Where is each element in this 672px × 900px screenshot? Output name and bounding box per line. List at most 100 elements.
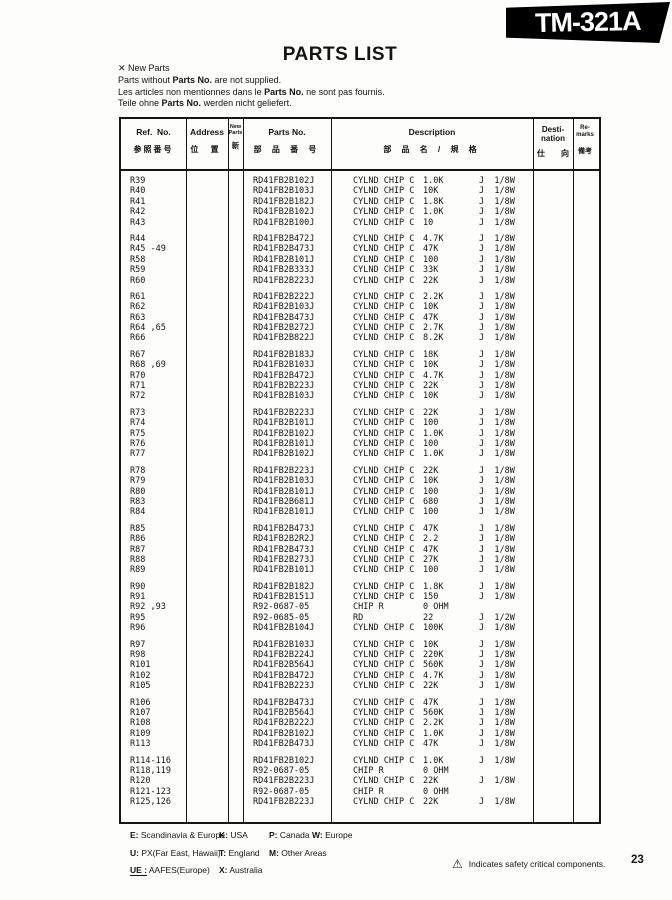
part-name: CYLND CHIP C — [353, 360, 415, 371]
part-name: CYLND CHIP C — [353, 349, 415, 360]
table-row: R59 RD41FB2B333J CYLND CHIP C 33K J 1/8W — [121, 265, 599, 275]
table-row: R43 RD41FB2B100J CYLND CHIP C 10 J 1/8W — [121, 218, 599, 228]
part-rating: J 1/8W — [479, 418, 515, 429]
description: CYLND CHIP C 4.7K J 1/8W — [353, 234, 515, 244]
description: CYLND CHIP C 2.2K J 1/8W — [353, 292, 515, 302]
part-value: 22K — [423, 381, 439, 392]
description: CYLND CHIP C 10K J 1/8W — [353, 391, 515, 401]
destination-legend: E: Scandinavia & Europe K: USA P: Canada W:… — [120, 830, 440, 883]
description: CYLND CHIP C 4.7K J 1/8W — [353, 371, 515, 381]
ref-no: R125,126 — [130, 797, 171, 808]
ref-no: R79 — [130, 476, 146, 487]
part-name: CYLND CHIP C — [353, 438, 415, 449]
description: CYLND CHIP C 1.0K J 1/8W — [353, 429, 515, 439]
part-rating: J 1/8W — [479, 465, 515, 476]
description: CYLND CHIP C 47K J 1/8W — [353, 313, 515, 323]
description: CYLND CHIP C 1.0K J 1/8W — [353, 176, 515, 186]
part-name: CYLND CHIP C — [353, 465, 415, 476]
ref-no: R68 ,69 — [130, 360, 166, 371]
table-row: R73 RD41FB2B223J CYLND CHIP C 22K J 1/8W — [121, 408, 599, 418]
ref-no: R113 — [130, 739, 151, 750]
part-value: 47K — [423, 244, 439, 255]
ref-no: R85 — [130, 523, 146, 534]
ref-no: R95 — [130, 612, 146, 623]
description: CYLND CHIP C 560K J 1/8W — [353, 660, 515, 670]
parts-no: RD41FB2B223J — [253, 681, 315, 692]
part-value: 22K — [423, 681, 439, 692]
description: CYLND CHIP C 1.0K J 1/8W — [353, 756, 515, 766]
table-row: R62 RD41FB2B103J CYLND CHIP C 10K J 1/8W — [121, 302, 599, 312]
column-divider — [186, 119, 187, 822]
part-rating: J 1/8W — [479, 186, 515, 197]
row-group: R61 RD41FB2B222J CYLND CHIP C 2.2K J 1/8W R62… — [121, 292, 599, 344]
description: CYLND CHIP C 10K J 1/8W — [353, 186, 515, 196]
description: CYLND CHIP C 100 J 1/8W — [353, 255, 515, 265]
legend-line: UE : AAFES(Europe) X: Australia — [120, 865, 440, 883]
part-value: 680 — [423, 496, 439, 507]
ref-no: R121-123 — [130, 786, 171, 797]
ref-no: R44 — [130, 233, 146, 244]
part-value: 4.7K — [423, 670, 444, 681]
ref-no: R87 — [130, 544, 146, 555]
parts-no: RD41FB2B564J — [253, 707, 315, 718]
parts-no: RD41FB2B102J — [253, 728, 315, 739]
legend-item: U: PX(Far East, Hawaii) — [130, 847, 221, 858]
table-row: R85 RD41FB2B473J CYLND CHIP C 47K J 1/8W — [121, 524, 599, 534]
part-rating: J 1/8W — [479, 776, 515, 787]
description: CYLND CHIP C 22K J 1/8W — [353, 276, 515, 286]
table-body: R39 RD41FB2B102J CYLND CHIP C 1.0K J 1/8W R40… — [121, 171, 599, 822]
part-value: 33K — [423, 265, 439, 276]
description: CYLND CHIP C 22K J 1/8W — [353, 466, 515, 476]
table-row: R88 RD41FB2B273J CYLND CHIP C 27K J 1/8W — [121, 555, 599, 565]
part-value: 22K — [423, 797, 439, 808]
table-row: R44 RD41FB2B472J CYLND CHIP C 4.7K J 1/8W — [121, 234, 599, 244]
ref-no: R39 — [130, 176, 146, 186]
part-value: 560K — [423, 660, 444, 671]
safety-note-text: Indicates safety critical components. — [468, 859, 606, 869]
part-value: 1.0K — [423, 428, 444, 439]
parts-no: RD41FB2B102J — [253, 449, 315, 460]
ref-no: R60 — [130, 275, 146, 286]
ref-no: R105 — [130, 681, 151, 692]
ref-no: R66 — [130, 333, 146, 344]
parts-no: RD41FB2B272J — [253, 323, 315, 334]
table-row: R58 RD41FB2B101J CYLND CHIP C 100 J 1/8W — [121, 255, 599, 265]
part-rating: J 1/8W — [479, 370, 515, 381]
part-rating: J 1/8W — [479, 391, 515, 402]
part-rating: J 1/8W — [479, 381, 515, 392]
description: CYLND CHIP C 100 J 1/8W — [353, 418, 515, 428]
part-value: 22 — [423, 612, 434, 623]
parts-no: RD41FB2B564J — [253, 660, 315, 671]
table-row: R96 RD41FB2B104J CYLND CHIP C 100K J 1/8W — [121, 623, 599, 633]
ref-no: R80 — [130, 486, 146, 497]
description: CYLND CHIP C 27K J 1/8W — [353, 555, 515, 565]
legend-item: W: Europe — [312, 830, 353, 840]
part-value: 2.2 — [423, 534, 439, 545]
table-row: R95 R92-0685-05 RD 22 J 1/2W — [121, 613, 599, 623]
part-rating: J 1/8W — [479, 707, 515, 718]
part-rating: J 1/8W — [479, 323, 515, 334]
part-value: 0 OHM — [423, 786, 449, 797]
part-rating: J 1/8W — [479, 302, 515, 313]
parts-no: RD41FB2B100J — [253, 217, 315, 228]
parts-no: RD41FB2B473J — [253, 312, 315, 323]
description: CYLND CHIP C 47K J 1/8W — [353, 739, 515, 749]
row-group: R44 RD41FB2B472J CYLND CHIP C 4.7K J 1/8W R45… — [121, 234, 599, 286]
part-rating: J 1/8W — [479, 207, 515, 218]
parts-no: RD41FB2B103J — [253, 391, 315, 402]
ref-no: R84 — [130, 507, 146, 518]
part-value: 47K — [423, 739, 439, 750]
description: CYLND CHIP C 2.7K J 1/8W — [353, 323, 515, 333]
part-name: CYLND CHIP C — [353, 728, 415, 739]
description: CHIP R 0 OHM — [353, 602, 479, 612]
legend-line: E: Scandinavia & Europe K: USA P: Canada W:… — [120, 830, 440, 848]
row-group: R39 RD41FB2B102J CYLND CHIP C 1.0K J 1/8W R40… — [121, 176, 599, 228]
column-divider — [533, 119, 534, 822]
part-rating: J 1/8W — [479, 554, 515, 565]
row-group: R85 RD41FB2B473J CYLND CHIP C 47K J 1/8W R86 R… — [121, 524, 599, 576]
parts-no: RD41FB2B223J — [253, 407, 315, 418]
description: RD 22 J 1/2W — [353, 613, 515, 623]
part-name: CYLND CHIP C — [353, 186, 415, 197]
part-value: 150 — [423, 592, 439, 603]
description: CYLND CHIP C 100 J 1/8W — [353, 507, 515, 517]
